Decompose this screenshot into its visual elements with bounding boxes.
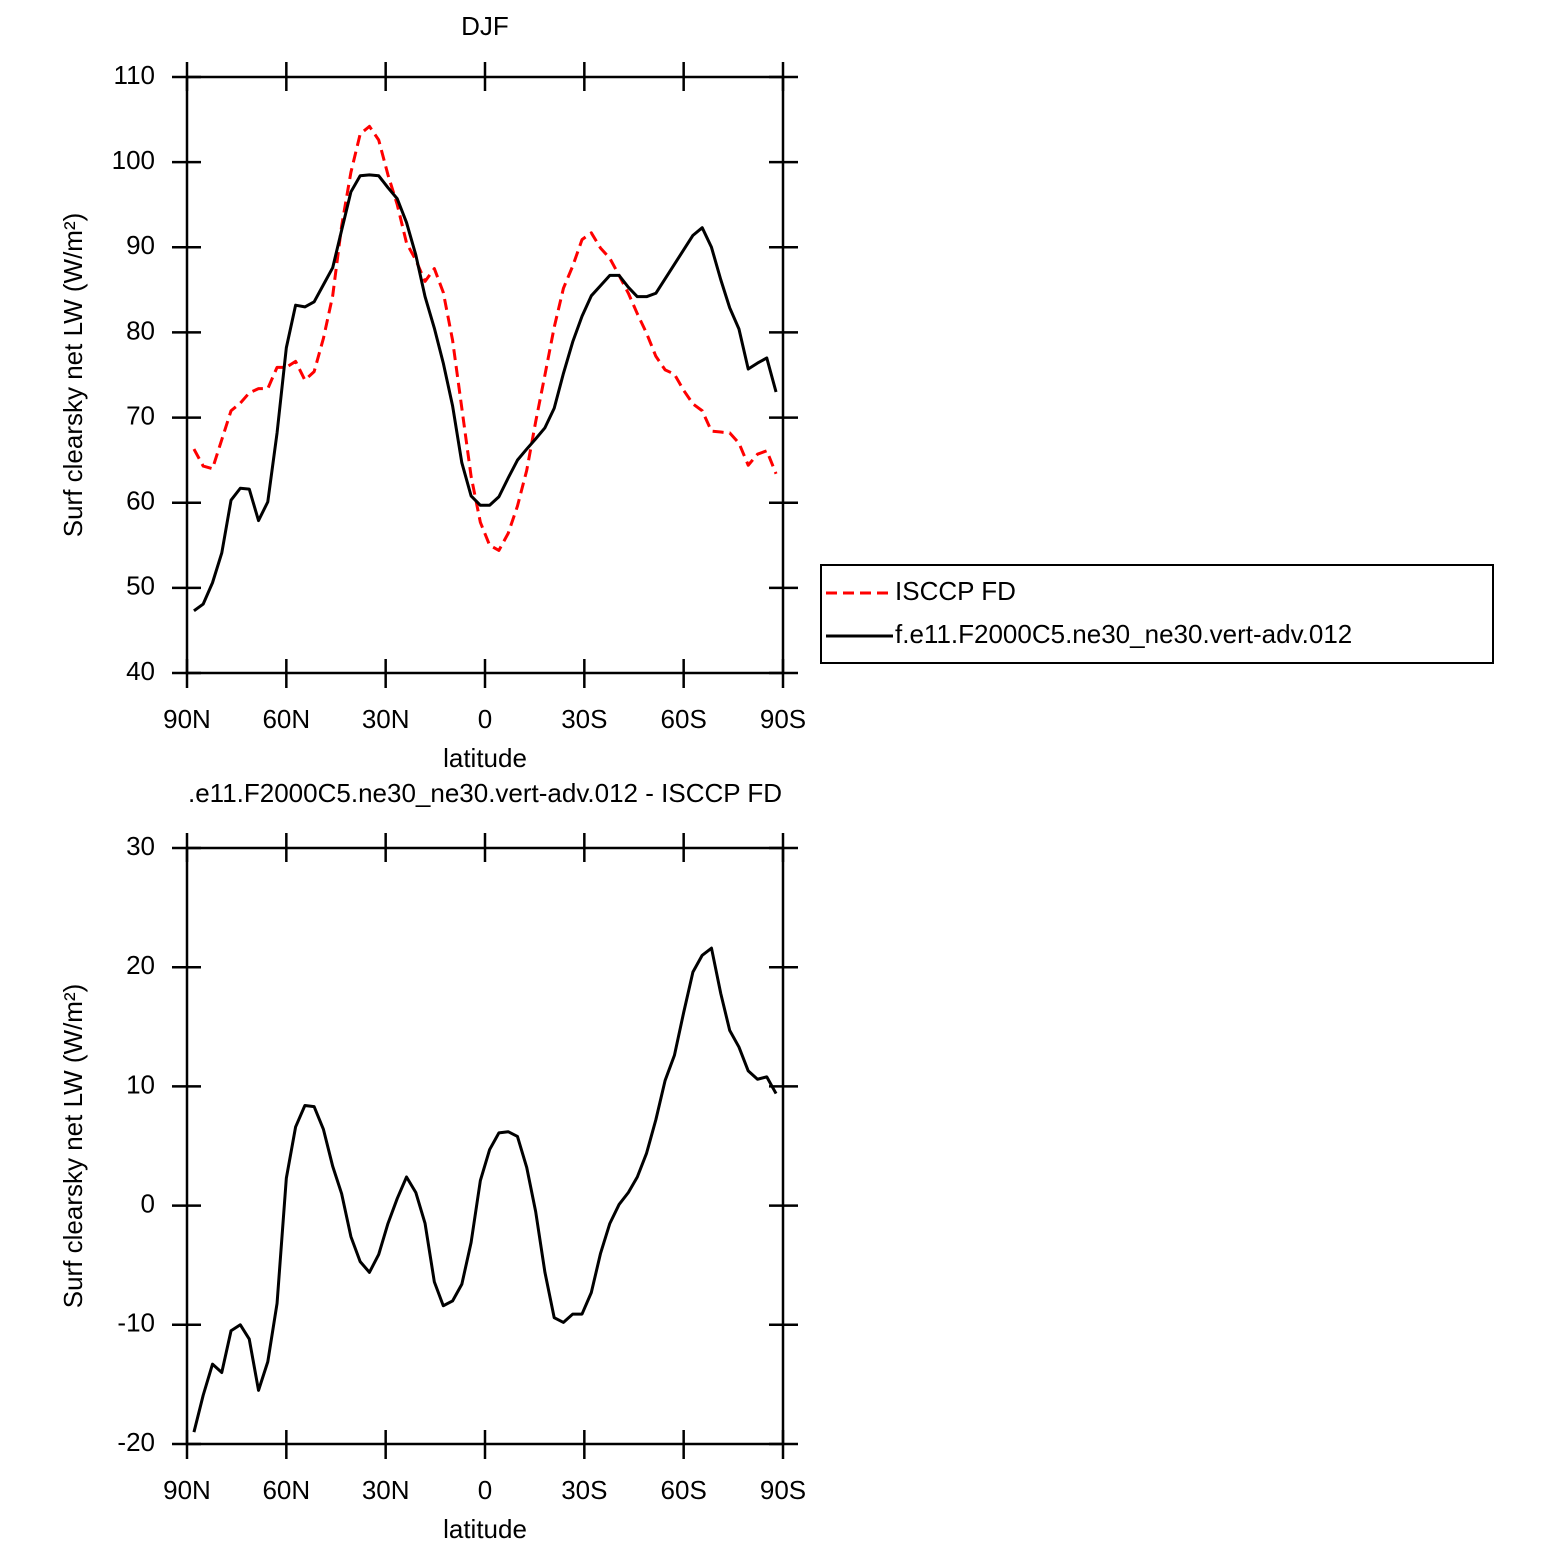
x-tick-label: 0 xyxy=(478,704,492,734)
x-tick-label: 30N xyxy=(362,704,410,734)
data-line xyxy=(192,124,778,552)
x-tick-label: 60S xyxy=(661,1475,707,1505)
x-tick-label: 90S xyxy=(760,704,806,734)
x-tick-label: 90N xyxy=(163,704,211,734)
x-tick-label: 60S xyxy=(661,704,707,734)
y-tick-label: -20 xyxy=(117,1427,155,1457)
y-tick-label: 10 xyxy=(126,1069,155,1099)
y-tick-label: 30 xyxy=(126,831,155,861)
legend-box xyxy=(820,564,1494,664)
y-tick-label: 50 xyxy=(126,571,155,601)
x-tick-label: 0 xyxy=(478,1475,492,1505)
y-tick-label: -10 xyxy=(117,1308,155,1338)
x-tick-label: 60N xyxy=(262,704,310,734)
y-tick-label: 80 xyxy=(126,315,155,345)
x-tick-label: 30S xyxy=(561,1475,607,1505)
x-tick-label: 60N xyxy=(262,1475,310,1505)
y-tick-label: 110 xyxy=(114,60,155,90)
y-tick-label: 70 xyxy=(126,400,155,430)
y-tick-label: 100 xyxy=(112,145,155,175)
y-tick-label: 40 xyxy=(126,656,155,686)
chart-title: .e11.F2000C5.ne30_ne30.vert-adv.012 - IS… xyxy=(188,778,782,808)
x-tick-label: 90S xyxy=(760,1475,806,1505)
y-tick-label: 20 xyxy=(126,950,155,980)
y-axis-label: Surf clearsky net LW (W/m²) xyxy=(58,213,88,538)
plot-frame xyxy=(185,846,785,1446)
plot-frame xyxy=(185,75,785,675)
x-tick-label: 30N xyxy=(362,1475,410,1505)
y-tick-label: 60 xyxy=(126,486,155,516)
data-line xyxy=(193,173,778,613)
x-tick-label: 30S xyxy=(561,704,607,734)
x-axis-label: latitude xyxy=(443,743,527,773)
chart-title: DJF xyxy=(461,11,509,41)
legend-label: f.e11.F2000C5.ne30_ne30.vert-adv.012 xyxy=(895,619,1352,649)
y-tick-label: 0 xyxy=(141,1188,155,1218)
data-line xyxy=(192,946,778,1433)
x-axis-label: latitude xyxy=(443,1514,527,1544)
x-tick-label: 90N xyxy=(163,1475,211,1505)
legend-label: ISCCP FD xyxy=(895,576,1016,606)
y-tick-label: 90 xyxy=(126,230,155,260)
y-axis-label: Surf clearsky net LW (W/m²) xyxy=(58,984,88,1309)
